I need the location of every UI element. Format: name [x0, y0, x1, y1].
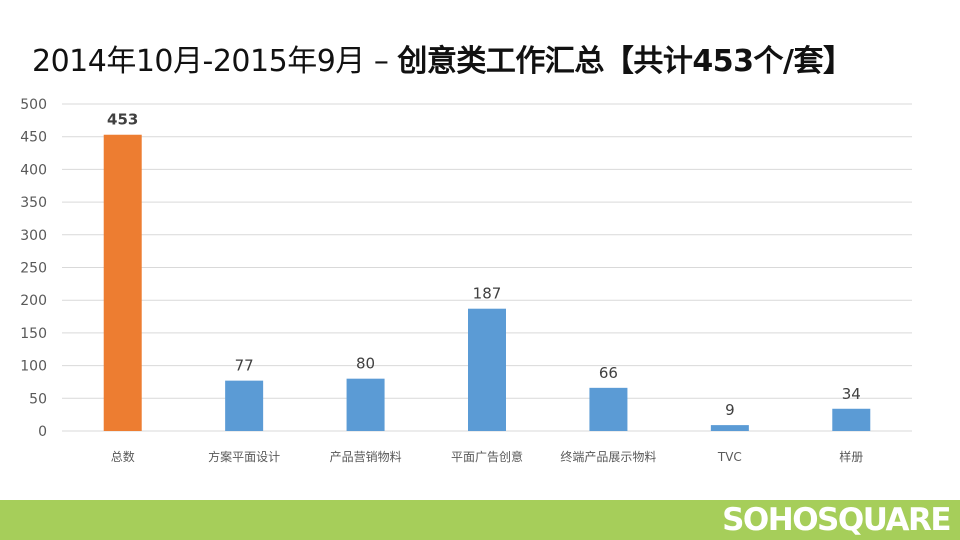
y-tick-label: 250: [20, 261, 47, 277]
footer-band: [0, 500, 960, 540]
title-date-range: 2014年10月-2015年9月 –: [32, 44, 398, 79]
bar: [225, 380, 264, 431]
bar: [468, 308, 506, 431]
y-tick-label: 500: [20, 97, 47, 113]
x-tick-label: 方案平面设计: [208, 449, 280, 464]
bar: [710, 425, 749, 431]
data-label: 66: [599, 364, 618, 382]
data-label: 187: [473, 285, 502, 303]
x-tick-label: TVC: [717, 450, 742, 464]
bar: [832, 408, 871, 431]
data-label: 34: [842, 385, 861, 403]
y-tick-label: 0: [38, 424, 47, 440]
y-tick-label: 350: [20, 195, 47, 211]
x-tick-label: 平面广告创意: [451, 449, 523, 464]
title-summary: 创意类工作汇总【共计453个/套】: [397, 44, 853, 79]
data-label: 80: [356, 355, 375, 373]
x-tick-label: 总数: [111, 449, 135, 464]
page-title: 2014年10月-2015年9月 – 创意类工作汇总【共计453个/套】: [32, 36, 853, 80]
bar: [346, 378, 385, 431]
y-tick-label: 450: [20, 130, 47, 146]
x-tick-label: 终端产品展示物料: [560, 449, 656, 464]
y-tick-label: 100: [20, 359, 47, 375]
y-tick-label: 200: [20, 293, 47, 309]
x-tick-label: 产品营销物料: [330, 450, 402, 464]
bar: [103, 134, 142, 431]
brand-logo: SOHOSQUARE: [722, 502, 951, 538]
data-label: 9: [725, 401, 735, 419]
y-tick-label: 150: [20, 326, 47, 342]
data-label: 77: [235, 357, 254, 375]
y-tick-label: 50: [29, 391, 47, 407]
bar-chart: 0 50 100 150 200 250 300 350 400 450 500 453 总数 77 方案平…: [20, 97, 912, 464]
y-tick-label: 300: [20, 228, 47, 244]
x-tick-label: 样册: [839, 449, 863, 464]
data-label: 453: [107, 111, 138, 129]
bar: [589, 387, 628, 431]
y-tick-label: 400: [20, 162, 47, 178]
